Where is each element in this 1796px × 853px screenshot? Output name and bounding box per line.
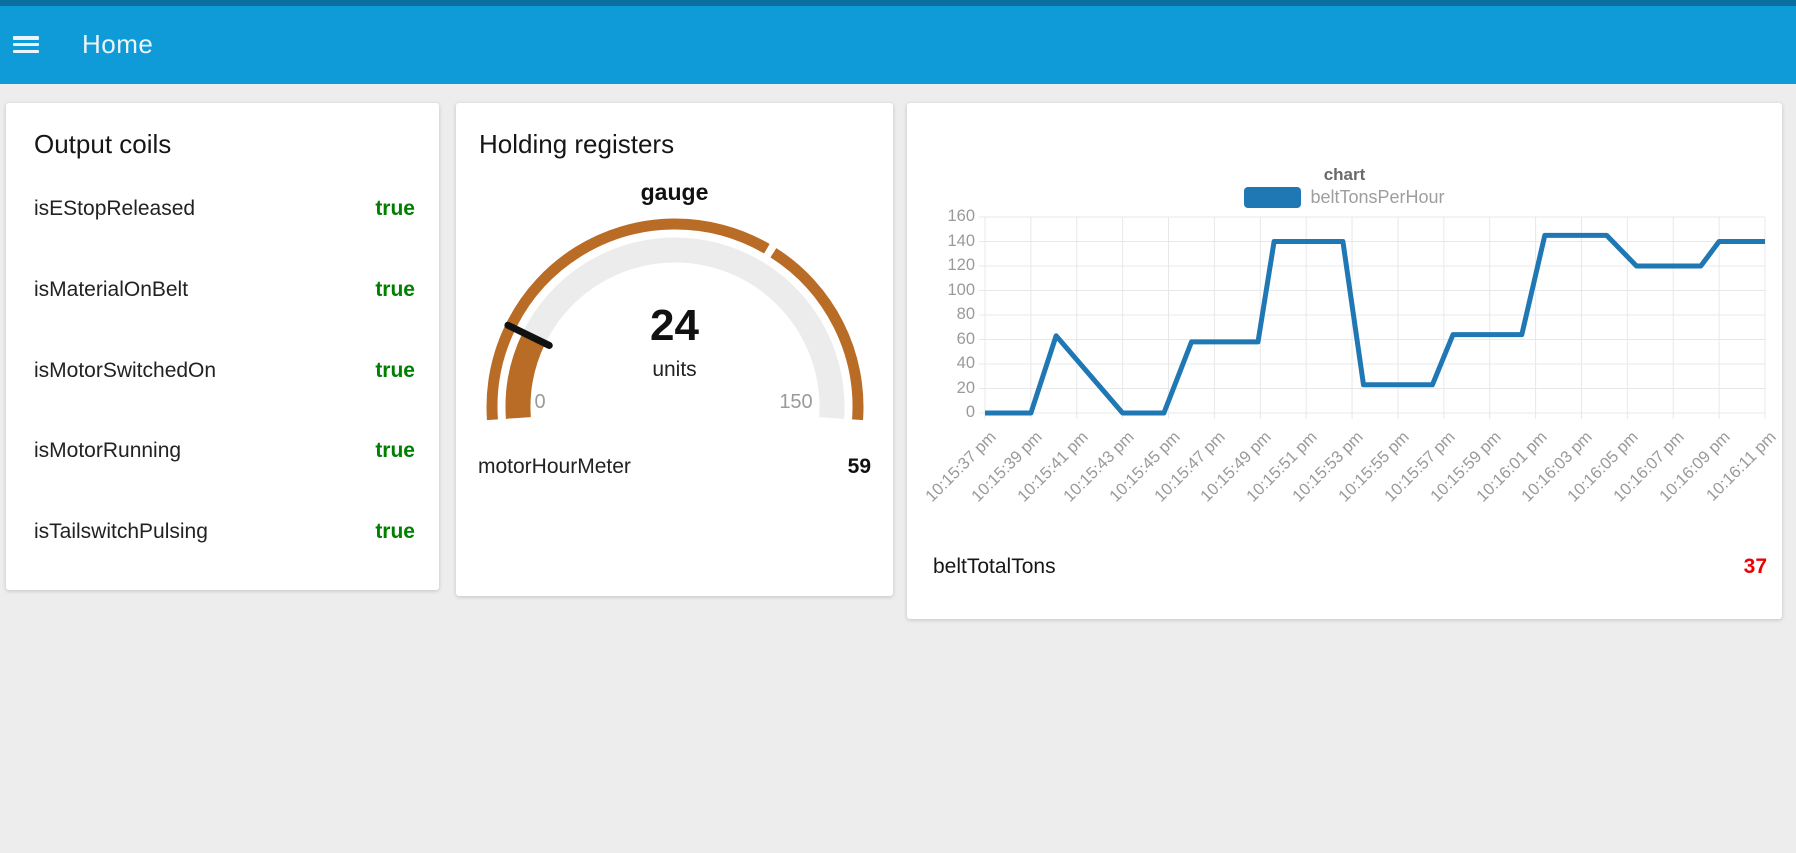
- output-coils-title: Output coils: [34, 129, 172, 159]
- legend-swatch: [1244, 187, 1302, 208]
- gauge-outer-arc: [770, 248, 864, 421]
- coil-label: isTailswitchPulsing: [34, 520, 208, 543]
- y-axis-label: 80: [956, 305, 975, 323]
- coil-row: isMotorSwitchedOn true: [34, 359, 415, 383]
- gauge-widget: [486, 218, 864, 421]
- belt-total-tons-row: beltTotalTons 37: [933, 555, 1767, 579]
- gauge-min-label: 0: [534, 391, 546, 413]
- y-axis-label: 140: [947, 231, 975, 250]
- page-title: Home: [82, 29, 154, 59]
- y-axis-label: 20: [956, 378, 975, 397]
- motor-hour-meter-value: 59: [847, 455, 871, 478]
- chart-legend: beltTonsPerHour: [907, 187, 1782, 208]
- y-axis-label: 60: [956, 329, 975, 348]
- coil-value: true: [375, 439, 415, 463]
- gauge-fill-arc: [505, 332, 546, 419]
- coil-value: true: [375, 277, 415, 301]
- legend-label: beltTonsPerHour: [1310, 187, 1445, 207]
- gauge-max-label: 150: [779, 391, 813, 413]
- holding-registers-title: Holding registers: [479, 129, 675, 159]
- coil-row: isTailswitchPulsing true: [34, 520, 415, 544]
- coil-label: isMaterialOnBelt: [34, 277, 189, 301]
- gauge-outer-arc: [486, 218, 770, 421]
- output-coils-card: Output coils isEStopReleased true isMateri…: [6, 103, 439, 590]
- hamburger-icon: [13, 36, 40, 54]
- coil-label: isMotorSwitchedOn: [34, 358, 217, 382]
- y-axis-label: 100: [947, 280, 975, 299]
- y-axis-label: 160: [947, 207, 975, 225]
- coil-value: true: [375, 197, 415, 220]
- coil-row: isMaterialOnBelt true: [34, 278, 415, 302]
- coil-value: true: [375, 358, 415, 382]
- header-top-strip: [0, 0, 1796, 6]
- gauge-units-label: units: [652, 358, 697, 381]
- motor-hour-meter-label: motorHourMeter: [478, 455, 631, 478]
- holding-registers-card: Holding registers gauge 24 units 0 150 m…: [456, 103, 893, 596]
- gauge-title: gauge: [640, 179, 709, 205]
- coil-label: isEStopReleased: [34, 197, 196, 220]
- chart-title: chart: [1323, 165, 1366, 184]
- coil-row: isMotorRunning true: [34, 439, 415, 463]
- y-axis-label: 0: [965, 403, 975, 421]
- app-header: Home: [0, 0, 1796, 84]
- coil-value: true: [375, 520, 415, 543]
- coil-label: isMotorRunning: [34, 439, 182, 463]
- belt-total-tons-label: beltTotalTons: [933, 555, 1056, 578]
- menu-button[interactable]: [13, 36, 40, 56]
- y-axis-label: 40: [956, 354, 975, 372]
- belt-total-tons-value: 37: [1743, 555, 1767, 578]
- y-axis-label: 120: [947, 256, 975, 274]
- chart-series-line: [985, 232, 1765, 416]
- gauge-value: 24: [650, 301, 699, 350]
- gauge-needle: [504, 321, 553, 349]
- chart-plot: [979, 216, 1766, 419]
- chart-card: chart beltTonsPerHour 0 20 40 60 80 100 120 140…: [907, 103, 1782, 619]
- coil-row: isEStopReleased true: [34, 197, 415, 221]
- motor-hour-meter-row: motorHourMeter 59: [478, 455, 871, 479]
